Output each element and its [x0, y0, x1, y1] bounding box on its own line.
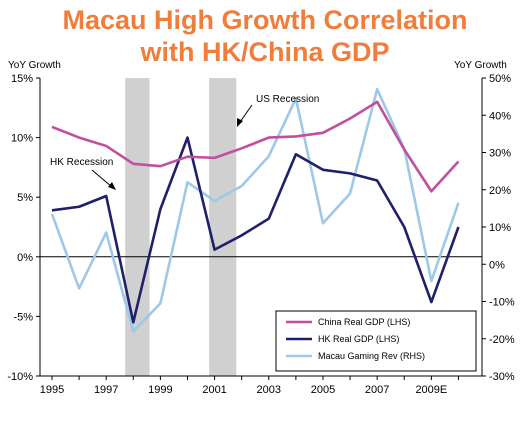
- left-tick-label: -5%: [13, 311, 33, 323]
- x-tick-label: 1999: [148, 384, 172, 396]
- right-axis-title: YoY Growth: [454, 60, 507, 71]
- right-tick-label: 20%: [489, 185, 511, 197]
- x-tick-label: 1995: [40, 384, 64, 396]
- series-macau-gaming-rev: [50, 87, 460, 333]
- x-tick-label: 2007: [365, 384, 389, 396]
- right-tick-label: 40%: [489, 110, 511, 122]
- recession-band-2: [209, 78, 237, 376]
- right-tick-label: 30%: [489, 148, 511, 160]
- x-tick-label: 2001: [202, 384, 226, 396]
- right-tick-label: 50%: [489, 73, 511, 85]
- x-tick-label: 2009E: [415, 384, 447, 396]
- chart-title-line-1: Macau High Growth Correlation: [62, 5, 468, 35]
- series-china-real-gdp: [51, 100, 460, 193]
- right-tick-label: 10%: [489, 222, 511, 234]
- left-tick-label: 0%: [17, 252, 33, 264]
- left-tick-label: 10%: [11, 133, 33, 145]
- right-tick-label: -30%: [489, 371, 515, 383]
- right-tick-label: -10%: [489, 297, 515, 309]
- legend-label: Macau Gaming Rev (RHS): [318, 351, 425, 361]
- series-hk-real-gdp: [51, 136, 460, 324]
- left-tick-label: 15%: [11, 73, 33, 85]
- legend-label: China Real GDP (LHS): [318, 317, 410, 327]
- annotation-arrow-us: [239, 104, 253, 123]
- right-tick-label: 0%: [489, 259, 505, 271]
- annotation-hk-recession: HK Recession: [50, 157, 113, 168]
- left-tick-label: 5%: [17, 192, 33, 204]
- chart-title-line-2: with HK/China GDP: [140, 37, 390, 67]
- right-tick-label: -20%: [489, 334, 515, 346]
- annotation-arrow-hk: [91, 169, 113, 188]
- recession-band-1: [125, 78, 150, 376]
- x-tick-label: 1997: [94, 384, 118, 396]
- annotation-us-recession: US Recession: [256, 94, 319, 105]
- x-tick-label: 2003: [257, 384, 281, 396]
- x-tick-label: 2005: [311, 384, 335, 396]
- left-axis-title: YoY Growth: [8, 60, 61, 71]
- left-tick-label: -10%: [7, 371, 33, 383]
- annotation-arrowhead-us: [237, 118, 243, 127]
- annotation-arrowhead-hk: [108, 182, 116, 190]
- legend-label: HK Real GDP (LHS): [318, 334, 399, 344]
